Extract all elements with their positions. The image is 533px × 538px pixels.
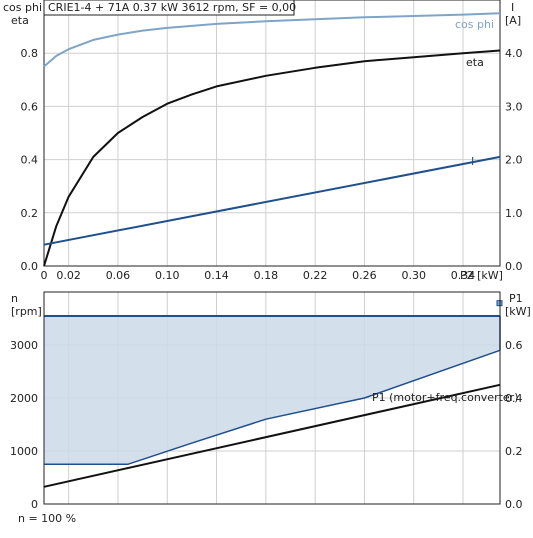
speed-note: n = 100 % — [18, 512, 76, 525]
bottom-y2-tick-label: 0.2 — [505, 445, 523, 458]
top-y2-tick-label: 1.0 — [505, 207, 523, 220]
series-line-cos-phi — [43, 12, 501, 68]
bottom-y-tick-label: 2000 — [10, 392, 38, 405]
envelope-lower-line — [44, 349, 501, 466]
top-x-tick-label: 0.26 — [352, 269, 377, 282]
top-y-tick-label: 0.6 — [21, 100, 39, 113]
top-y2-tick-label: 4.0 — [505, 47, 523, 60]
bottom-y2-tick-label: 0.6 — [505, 339, 523, 352]
title-box — [43, 0, 295, 16]
top-y-tick-label: 0.8 — [21, 47, 39, 60]
series-label-i: I — [471, 155, 474, 168]
bottom-envelope — [44, 300, 503, 466]
top-y2-tick-label: 0.0 — [505, 260, 523, 273]
top-x-tick-label: 0.02 — [56, 269, 81, 282]
top-chart: CRIE1-4 + 71A 0.37 kW 3612 rpm, SF = 0,0… — [3, 0, 523, 282]
bottom-y2-ticks: 0.0 0.2 0.4 0.6 — [505, 339, 523, 511]
series-line-eta — [43, 49, 501, 267]
top-x-tick-label: 0.14 — [204, 269, 229, 282]
bottom-y2-tick-label: 0.0 — [505, 498, 523, 511]
series-line-i — [43, 155, 501, 246]
bottom-y-ticks: 0 1000 2000 3000 — [10, 339, 38, 511]
top-y-tick-label: 0.4 — [21, 154, 39, 167]
top-x-axis-label: P2 [kW] — [460, 269, 503, 282]
bottom-y2-tick-label: 0.4 — [505, 392, 523, 405]
top-left-axis-label-cos-phi: cos phi — [3, 1, 42, 14]
top-x-ticks: 0 0.02 0.06 0.10 0.14 0.18 0.22 0.26 0.30 0.34 — [41, 269, 476, 282]
top-series — [43, 12, 501, 267]
bottom-plot-frame — [43, 291, 501, 505]
bottom-y-tick-label: 3000 — [10, 339, 38, 352]
series-label-p1: P1 (motor+freq.converter) — [372, 391, 519, 404]
envelope-area — [44, 316, 500, 465]
bottom-y-tick-label: 1000 — [10, 445, 38, 458]
top-right-axis-unit: [A] — [505, 14, 521, 27]
top-right-axis-label-i: I — [511, 1, 514, 14]
top-y2-ticks: 0.0 1.0 2.0 3.0 4.0 — [505, 47, 523, 273]
series-label-cos-phi: cos phi — [455, 18, 494, 31]
series-label-eta: eta — [466, 56, 484, 69]
series-line-p1 — [43, 383, 501, 488]
top-y-ticks: 0.0 0.2 0.4 0.6 0.8 — [21, 47, 39, 273]
top-grid — [44, 0, 500, 266]
bottom-right-axis-label-p1: P1 — [509, 292, 523, 305]
top-x-tick-label: 0.18 — [254, 269, 279, 282]
top-y-tick-label: 0.2 — [21, 207, 39, 220]
bottom-left-axis-unit: [rpm] — [11, 305, 42, 318]
top-y2-tick-label: 2.0 — [505, 154, 523, 167]
top-x-tick-label: 0.22 — [303, 269, 328, 282]
top-x-tick-label: 0.10 — [155, 269, 180, 282]
top-plot-frame — [43, 0, 501, 267]
top-x-tick-label: 0.06 — [106, 269, 131, 282]
top-x-tick-label: 0.30 — [401, 269, 426, 282]
top-left-axis-label-eta: eta — [11, 14, 29, 27]
bottom-y-tick-label: 0 — [31, 498, 38, 511]
bottom-left-axis-label-n: n — [11, 292, 18, 305]
top-x-tick-label: 0.34 — [451, 269, 476, 282]
top-y-tick-label: 0.0 — [21, 260, 39, 273]
chart-title: CRIE1-4 + 71A 0.37 kW 3612 rpm, SF = 0,0… — [48, 1, 296, 14]
bottom-right-axis-unit: [kW] — [505, 305, 531, 318]
top-y2-tick-label: 3.0 — [505, 100, 523, 113]
bottom-series — [43, 383, 501, 488]
top-x-tick-label: 0 — [41, 269, 48, 282]
